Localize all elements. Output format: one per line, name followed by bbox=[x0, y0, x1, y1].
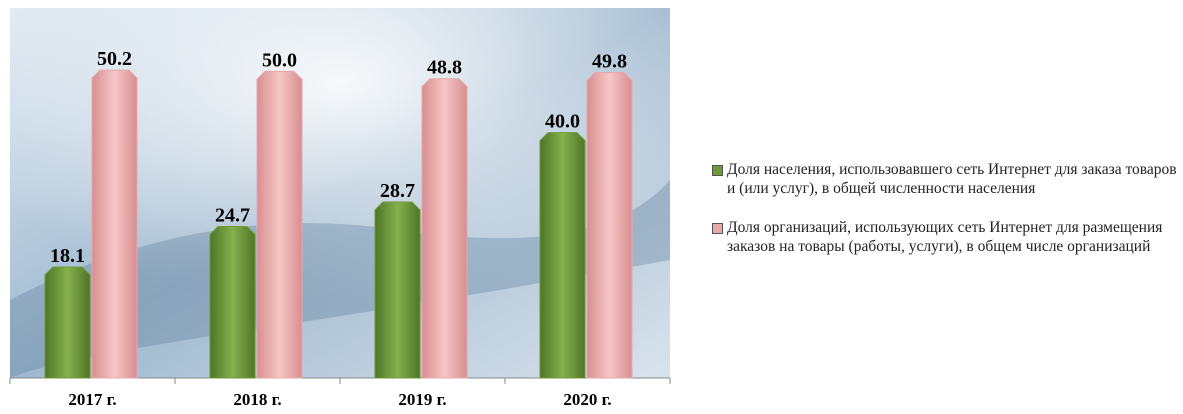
data-label: 50.0 bbox=[262, 49, 297, 71]
bar bbox=[375, 202, 420, 378]
data-label: 28.7 bbox=[380, 180, 415, 202]
bar bbox=[92, 70, 137, 378]
x-tick-label: 2020 г. bbox=[563, 390, 611, 409]
data-label: 50.2 bbox=[97, 48, 132, 70]
x-tick-label: 2019 г. bbox=[398, 390, 446, 409]
data-label: 40.0 bbox=[545, 111, 580, 133]
data-label: 49.8 bbox=[592, 51, 627, 73]
data-label: 18.1 bbox=[50, 245, 85, 267]
bar bbox=[210, 227, 255, 378]
legend-item: Доля организаций, использующих сеть Инте… bbox=[712, 218, 1180, 256]
bar bbox=[257, 71, 302, 378]
legend-label: Доля организаций, использующих сеть Инте… bbox=[727, 218, 1180, 256]
page: {"chart_data": {"type": "bar", "categori… bbox=[0, 0, 1183, 414]
legend-item: Доля населения, использовавшего сеть Инт… bbox=[712, 160, 1180, 198]
x-tick-label: 2017 г. bbox=[68, 390, 116, 409]
data-label: 24.7 bbox=[215, 205, 250, 227]
legend-swatch bbox=[712, 165, 723, 176]
bar bbox=[540, 133, 585, 378]
legend-label: Доля населения, использовавшего сеть Инт… bbox=[727, 160, 1180, 198]
data-label: 48.8 bbox=[427, 57, 462, 79]
chart: 2017 г. 18.1 50.2 2018 г. 24.7 50.0 2019 г. 28.… bbox=[0, 0, 700, 414]
x-tick-label: 2018 г. bbox=[233, 390, 281, 409]
bar bbox=[422, 79, 467, 378]
legend: Доля населения, использовавшего сеть Инт… bbox=[712, 160, 1180, 276]
legend-swatch bbox=[712, 223, 723, 234]
bar bbox=[587, 73, 632, 378]
bar bbox=[45, 267, 90, 378]
